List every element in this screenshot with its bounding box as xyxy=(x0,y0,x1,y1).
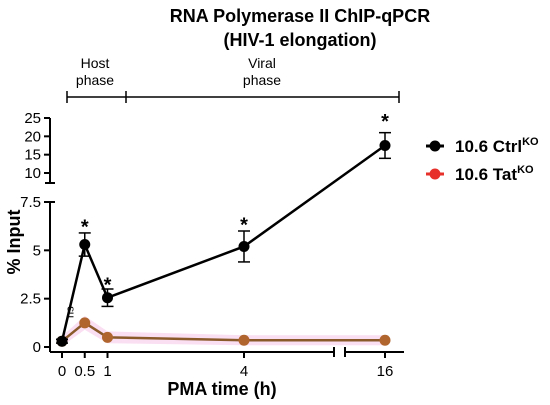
legend-swatch-marker-tat xyxy=(429,168,441,180)
annotation-star: * xyxy=(104,274,112,296)
series-layer xyxy=(56,131,391,347)
series-tat xyxy=(56,315,391,347)
series-line xyxy=(60,144,386,342)
data-point xyxy=(379,334,391,346)
data-point xyxy=(79,239,91,251)
y-tick-label: 10 xyxy=(24,165,41,182)
legend-label-ctrl-name: 10.6 Ctrl xyxy=(455,137,522,156)
x-tick-label: 16 xyxy=(377,363,394,380)
data-point xyxy=(102,331,113,343)
legend-item-tat: 10.6 TatKO xyxy=(426,164,534,184)
chart-title-line1: RNA Polymerase II ChIP-qPCR xyxy=(170,6,430,26)
y-axis-label: % Input xyxy=(4,210,24,275)
legend-label-tat-name: 10.6 Tat xyxy=(455,165,517,184)
data-point xyxy=(79,317,91,329)
annotation-star: * xyxy=(81,216,89,238)
data-point xyxy=(238,240,250,252)
x-tick-label: 0.5 xyxy=(74,363,95,380)
legend: 10.6 CtrlKO 10.6 TatKO xyxy=(426,136,539,184)
phase-label-host-1: Host xyxy=(81,55,110,71)
x-tick-label: 0 xyxy=(58,363,66,380)
y-tick-label: 25 xyxy=(24,110,41,127)
annotation-ns: ns xyxy=(64,306,76,318)
annotation-star: * xyxy=(381,111,389,133)
data-point xyxy=(56,335,68,347)
data-point xyxy=(379,140,391,151)
annotations: ns * * * * xyxy=(64,111,389,318)
legend-label-tat: 10.6 TatKO xyxy=(455,164,534,184)
legend-swatch-marker-ctrl xyxy=(429,140,441,152)
data-point xyxy=(238,334,250,346)
y-tick-label: 20 xyxy=(24,128,41,145)
legend-label-ctrl: 10.6 CtrlKO xyxy=(455,136,539,156)
phase-brackets xyxy=(66,91,400,103)
y-tick-label: 2.5 xyxy=(20,291,41,308)
y-tick-label: 5 xyxy=(33,242,41,259)
legend-label-tat-sup: KO xyxy=(517,164,534,176)
y-tick-label: 7.5 xyxy=(20,194,41,211)
data-point xyxy=(102,292,113,304)
phase-label-viral-1: Viral xyxy=(248,55,276,71)
legend-item-ctrl: 10.6 CtrlKO xyxy=(426,136,539,156)
y-tick-label: 15 xyxy=(24,147,41,164)
x-tick-label: 1 xyxy=(103,363,111,380)
phase-label-host-2: phase xyxy=(76,72,114,88)
chart-title-line2: (HIV-1 elongation) xyxy=(224,30,377,50)
x-tick-label: 4 xyxy=(240,363,248,380)
y-tick-label: 0 xyxy=(33,339,41,356)
x-axis-label: PMA time (h) xyxy=(167,379,276,399)
series-ctrl xyxy=(56,131,391,347)
legend-label-ctrl-sup: KO xyxy=(522,136,539,148)
annotation-star: * xyxy=(240,214,248,236)
phase-label-viral-2: phase xyxy=(243,72,281,88)
